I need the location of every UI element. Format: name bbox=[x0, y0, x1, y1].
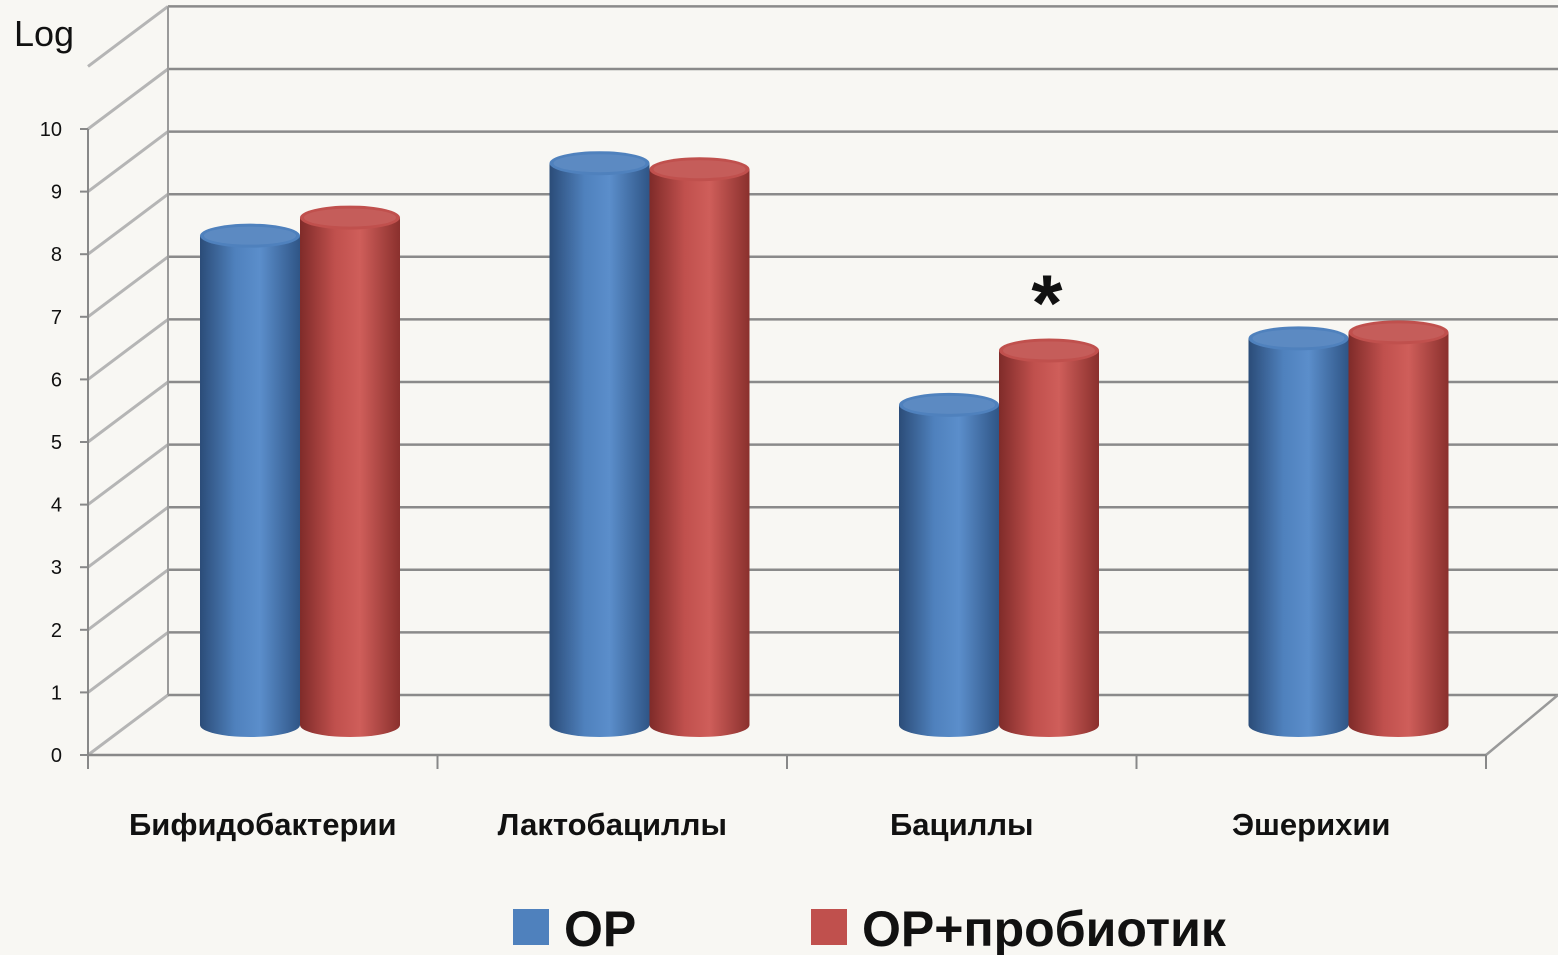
bar-top-1-2 bbox=[999, 338, 1099, 363]
bar-top-highlight-0-3 bbox=[1252, 329, 1345, 348]
y-tick-label-8: 8 bbox=[51, 244, 62, 266]
bar-top-0-1 bbox=[549, 151, 650, 176]
bar-0-2 bbox=[899, 392, 999, 737]
bar-top-1-1 bbox=[649, 157, 750, 182]
bar-top-highlight-1-2 bbox=[1003, 341, 1095, 360]
y-tick-label-2: 2 bbox=[51, 620, 62, 642]
y-axis-label: Log bbox=[14, 13, 74, 54]
gridline-diag-4 bbox=[87, 443, 169, 506]
y-tick-label-7: 7 bbox=[51, 307, 62, 329]
y-tick-label-10: 10 bbox=[40, 119, 62, 141]
bar-0-0 bbox=[200, 223, 300, 737]
axes bbox=[80, 128, 1487, 769]
x-tick-label-3: Эшерихии bbox=[1232, 807, 1390, 842]
annotation-0: * bbox=[1031, 258, 1063, 347]
bar-1-0 bbox=[300, 205, 400, 738]
bar-top-1-3 bbox=[1348, 320, 1449, 345]
bar-body-1-0 bbox=[300, 217, 400, 738]
bar-top-highlight-1-0 bbox=[304, 208, 396, 227]
legend: ОР ОР+пробиотик bbox=[513, 901, 1227, 955]
gridline-diag-7 bbox=[87, 255, 169, 318]
x-tick-label-1: Лактобациллы bbox=[498, 807, 727, 842]
y-tick-label-0: 0 bbox=[51, 745, 62, 767]
gridline-diag-11 bbox=[87, 5, 169, 68]
gridline-diag-3 bbox=[87, 506, 169, 569]
bar-top-1-0 bbox=[300, 205, 400, 230]
bar-body-0-1 bbox=[549, 163, 650, 738]
bar-top-highlight-0-2 bbox=[903, 395, 995, 414]
gridline-diag-6 bbox=[87, 318, 169, 381]
bars bbox=[200, 151, 1449, 738]
bar-0-1 bbox=[549, 151, 650, 738]
bar-0-3 bbox=[1248, 326, 1349, 737]
bar-body-1-1 bbox=[649, 169, 750, 738]
gridline-diag-9 bbox=[87, 130, 169, 193]
labels: 0 1 2 3 4 5 6 7 8 9 10 Бифидобактерии Лактобациллы Ба… bbox=[40, 119, 1391, 842]
y-tick-label-3: 3 bbox=[51, 557, 62, 579]
y-tick-label-4: 4 bbox=[51, 495, 62, 517]
bar-body-1-3 bbox=[1348, 332, 1449, 737]
y-tick-label-5: 5 bbox=[51, 432, 62, 454]
legend-label-series-1: ОР+пробиотик bbox=[862, 901, 1227, 955]
bar-top-0-0 bbox=[200, 223, 300, 248]
x-tick-label-0: Бифидобактерии bbox=[129, 807, 397, 842]
gridline-diag-1 bbox=[87, 631, 169, 694]
bar-top-highlight-0-1 bbox=[553, 154, 646, 173]
bar-1-2 bbox=[999, 338, 1099, 737]
bar-1-1 bbox=[649, 157, 750, 738]
y-tick-label-9: 9 bbox=[51, 182, 62, 204]
legend-label-series-0: ОР bbox=[564, 901, 636, 955]
gridline-diag-10 bbox=[87, 67, 169, 131]
bar-top-highlight-0-0 bbox=[204, 226, 296, 245]
gridline-diag-8 bbox=[87, 192, 169, 256]
bar-top-0-3 bbox=[1248, 326, 1349, 351]
bar-body-0-2 bbox=[899, 404, 999, 737]
bar-body-1-2 bbox=[999, 350, 1099, 737]
legend-swatch-series-0 bbox=[513, 909, 549, 945]
bar-top-highlight-1-1 bbox=[653, 160, 746, 179]
gridline-diag-2 bbox=[87, 568, 169, 631]
bar-top-0-2 bbox=[899, 392, 999, 417]
gridline-diag-0 bbox=[87, 693, 169, 757]
bar-body-0-0 bbox=[200, 235, 300, 737]
bar-body-0-3 bbox=[1248, 338, 1349, 737]
gridline-diag-5 bbox=[87, 380, 169, 444]
y-tick-label-1: 1 bbox=[51, 682, 62, 704]
floor-right-edge bbox=[1485, 694, 1558, 756]
bar-1-3 bbox=[1348, 320, 1449, 737]
bar-top-highlight-1-3 bbox=[1352, 323, 1445, 342]
legend-swatch-series-1 bbox=[811, 909, 847, 945]
x-tick-label-2: Бациллы bbox=[890, 807, 1034, 842]
y-tick-label-6: 6 bbox=[51, 369, 62, 391]
